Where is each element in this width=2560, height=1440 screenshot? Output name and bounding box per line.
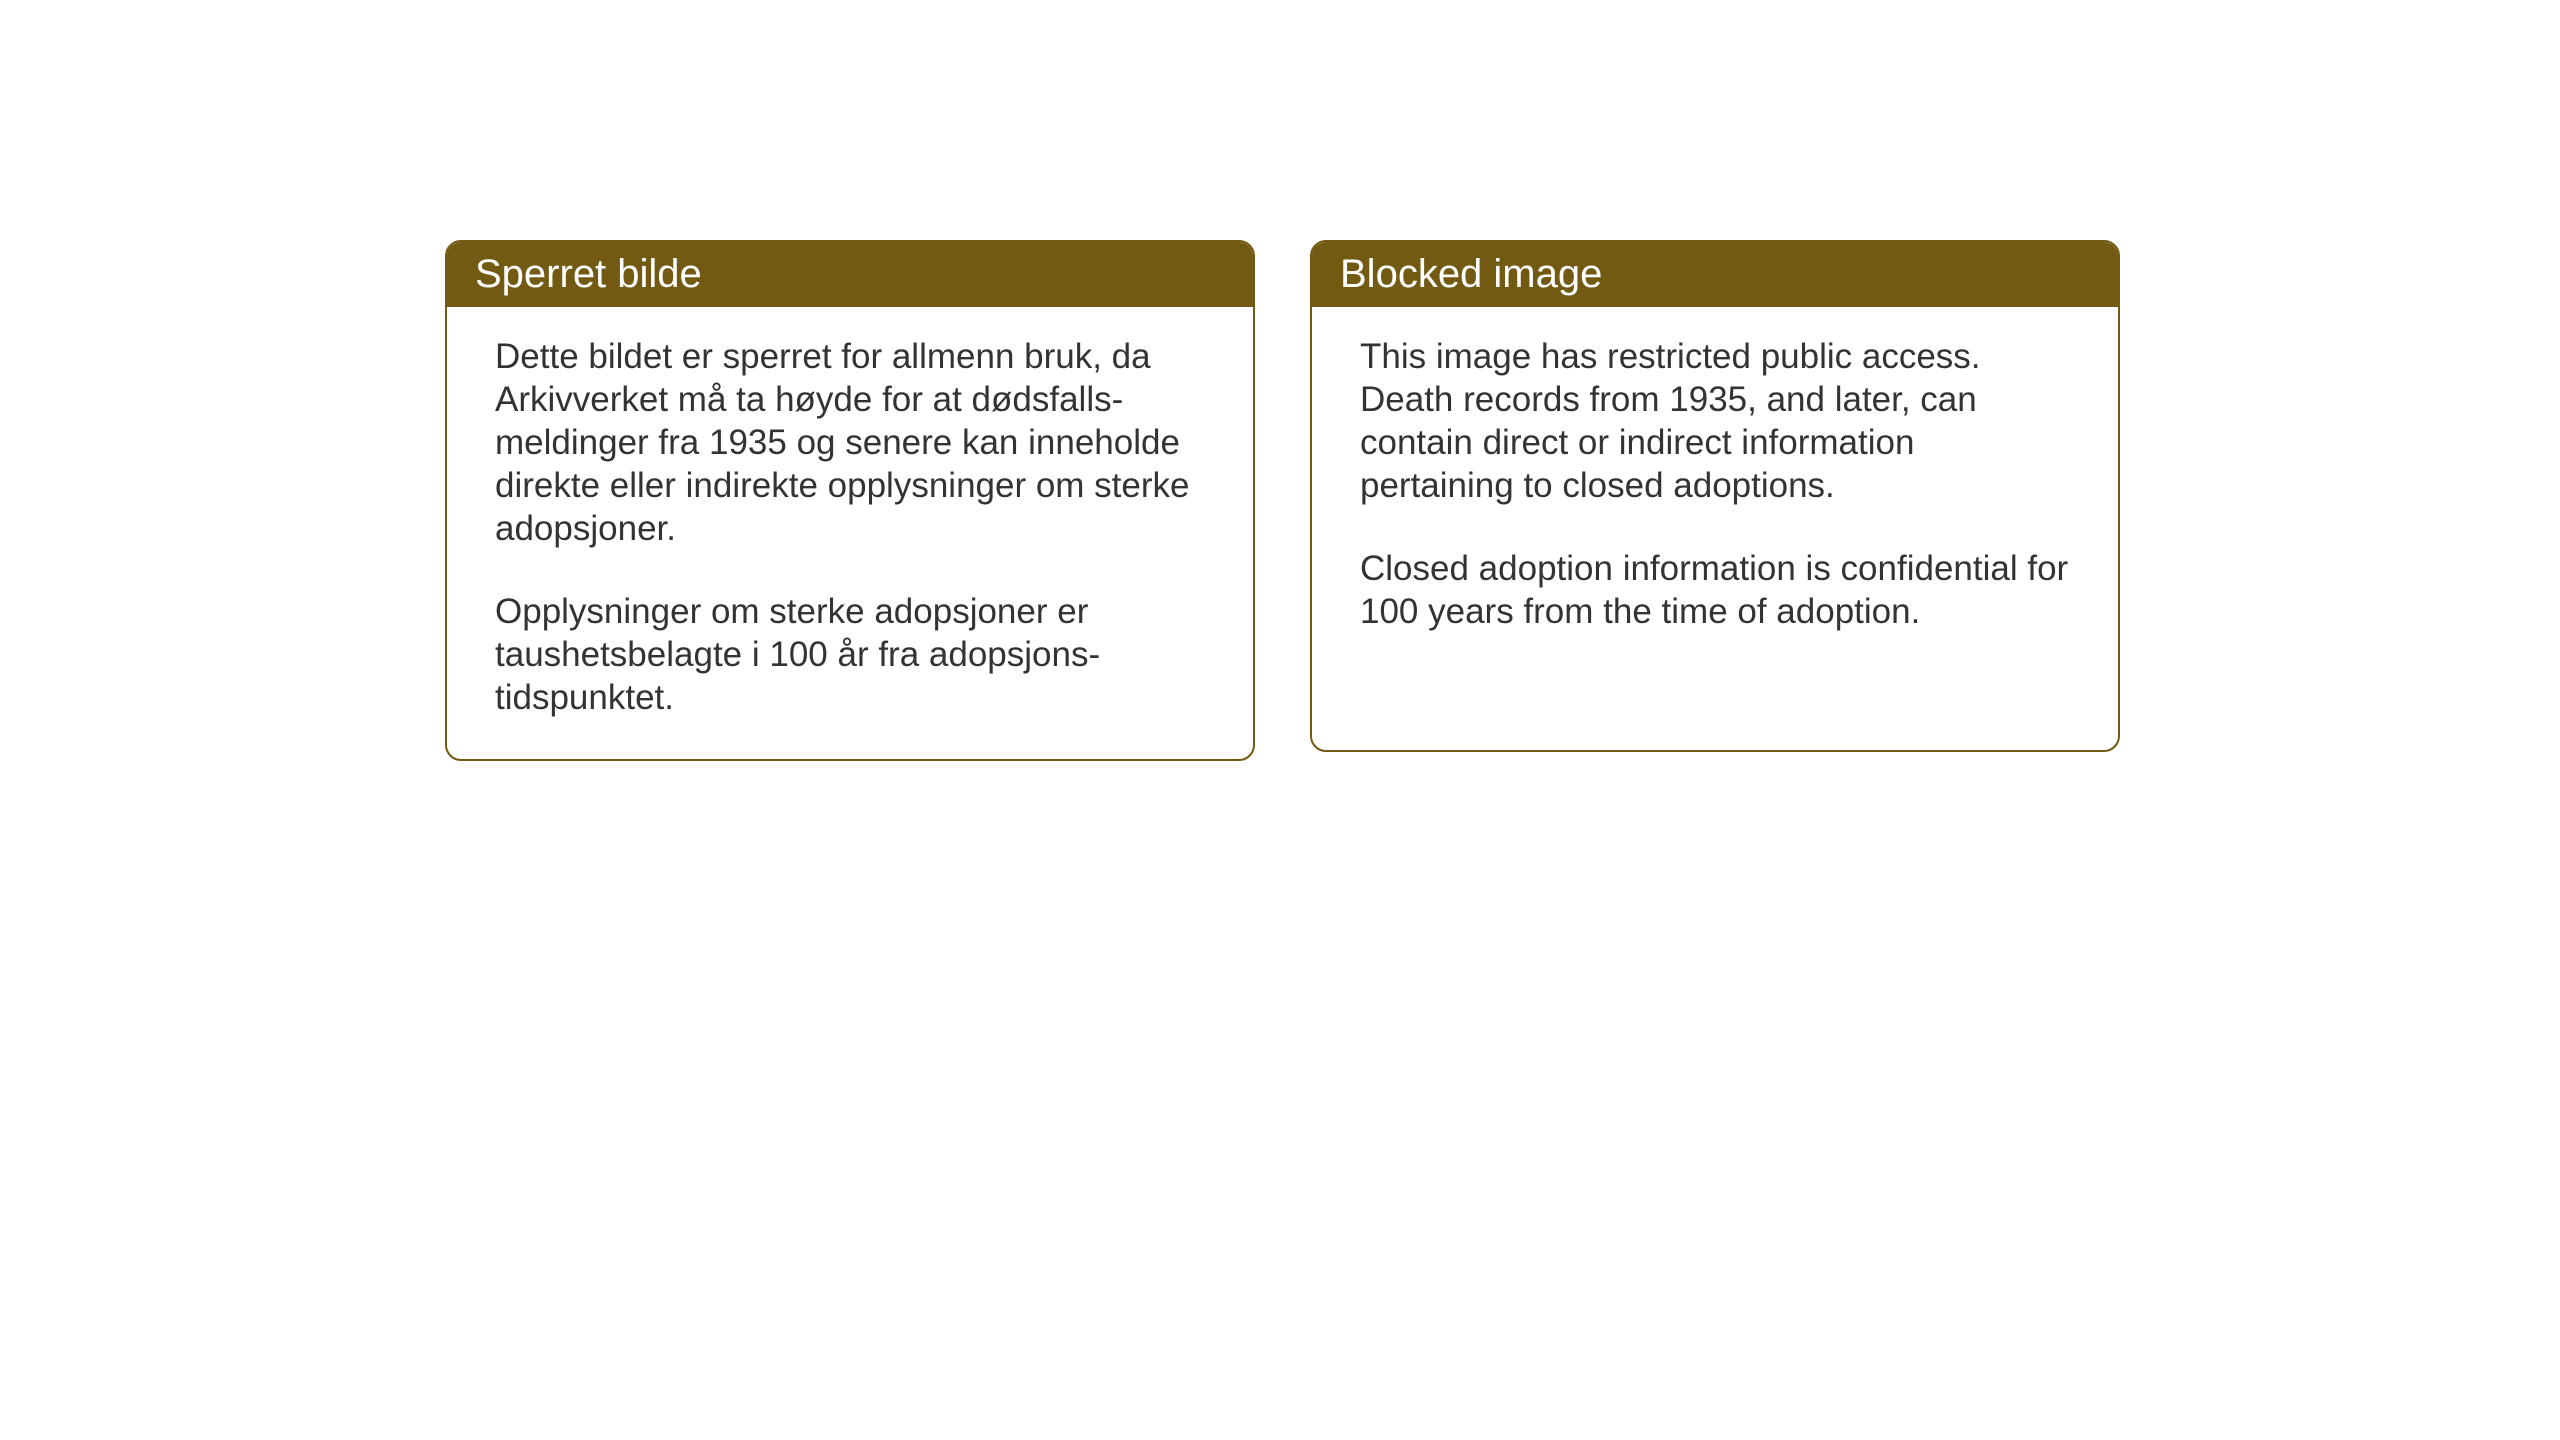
card-header-english: Blocked image: [1312, 242, 2118, 307]
card-paragraph-2: Closed adoption information is confident…: [1360, 547, 2070, 633]
card-paragraph-2: Opplysninger om sterke adopsjoner er tau…: [495, 590, 1205, 719]
card-body-norwegian: Dette bildet er sperret for allmenn bruk…: [447, 307, 1253, 759]
card-english: Blocked image This image has restricted …: [1310, 240, 2120, 752]
card-norwegian: Sperret bilde Dette bildet er sperret fo…: [445, 240, 1255, 761]
card-title: Sperret bilde: [475, 252, 702, 296]
card-body-english: This image has restricted public access.…: [1312, 307, 2118, 673]
card-paragraph-1: Dette bildet er sperret for allmenn bruk…: [495, 335, 1205, 550]
card-title: Blocked image: [1340, 252, 1602, 296]
card-header-norwegian: Sperret bilde: [447, 242, 1253, 307]
cards-container: Sperret bilde Dette bildet er sperret fo…: [445, 240, 2120, 761]
card-paragraph-1: This image has restricted public access.…: [1360, 335, 2070, 507]
